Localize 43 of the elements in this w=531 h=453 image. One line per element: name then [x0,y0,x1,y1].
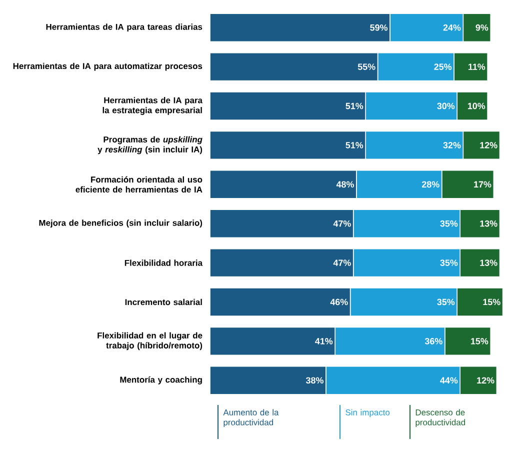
data-label: 47% [333,220,351,227]
data-label: 38% [306,377,324,384]
data-label: 32% [443,142,461,148]
data-label: 12% [480,142,498,148]
y-tick-label: Herramientas de IA para la estrategia empresarial [102,97,203,115]
data-label: 12% [477,377,494,384]
data-label: 48% [336,181,354,188]
y-tick-label: Herramientas de IA para automatizar procesos [13,62,202,71]
series-label: Aumento de la productividad [223,409,279,428]
data-label: 36% [424,338,442,344]
data-label: 15% [483,298,500,306]
data-label: 55% [358,64,376,70]
y-tick-label: Herramientas de IA para tareas diarias [46,24,202,32]
data-label: 13% [480,260,498,266]
data-label: 10% [468,102,486,110]
data-label: 30% [437,102,455,110]
data-label: 24% [443,24,461,31]
series-label: Sin impacto [346,409,390,418]
y-tick-label: Formación orientada al uso eficiente de herramientas de IA [76,176,202,193]
data-label: 35% [437,298,455,306]
data-label: 35% [440,260,458,266]
y-tick-label: Flexibilidad horaria [124,260,203,266]
data-label: 51% [346,142,364,148]
data-label: 17% [474,181,492,188]
data-label: 28% [422,181,440,188]
data-label: 15% [471,338,488,344]
data-label: 9% [476,24,488,31]
data-label: 25% [434,64,452,70]
y-tick-label: Mentoría y coaching [120,376,202,384]
data-label: 59% [370,24,388,31]
y-tick-label: Incremento salarial [125,298,202,306]
data-label: 13% [480,220,498,227]
data-label: 46% [330,298,348,306]
y-tick-label: Flexibilidad en el lugar de trabajo (híbrido/remoto) [98,332,202,350]
data-label: 44% [440,377,458,384]
data-label: 47% [333,260,351,266]
category-label: Programas de upskilling y reskilling (sin incluir IA) [98,136,202,154]
data-label: 51% [346,102,364,110]
series-label: Descenso de productividad [416,409,466,428]
data-label: 35% [440,220,458,227]
y-tick-label: Mejora de beneficios (sin incluir salario) [39,220,202,228]
data-label: 11% [468,64,486,70]
data-label: 41% [315,338,333,344]
